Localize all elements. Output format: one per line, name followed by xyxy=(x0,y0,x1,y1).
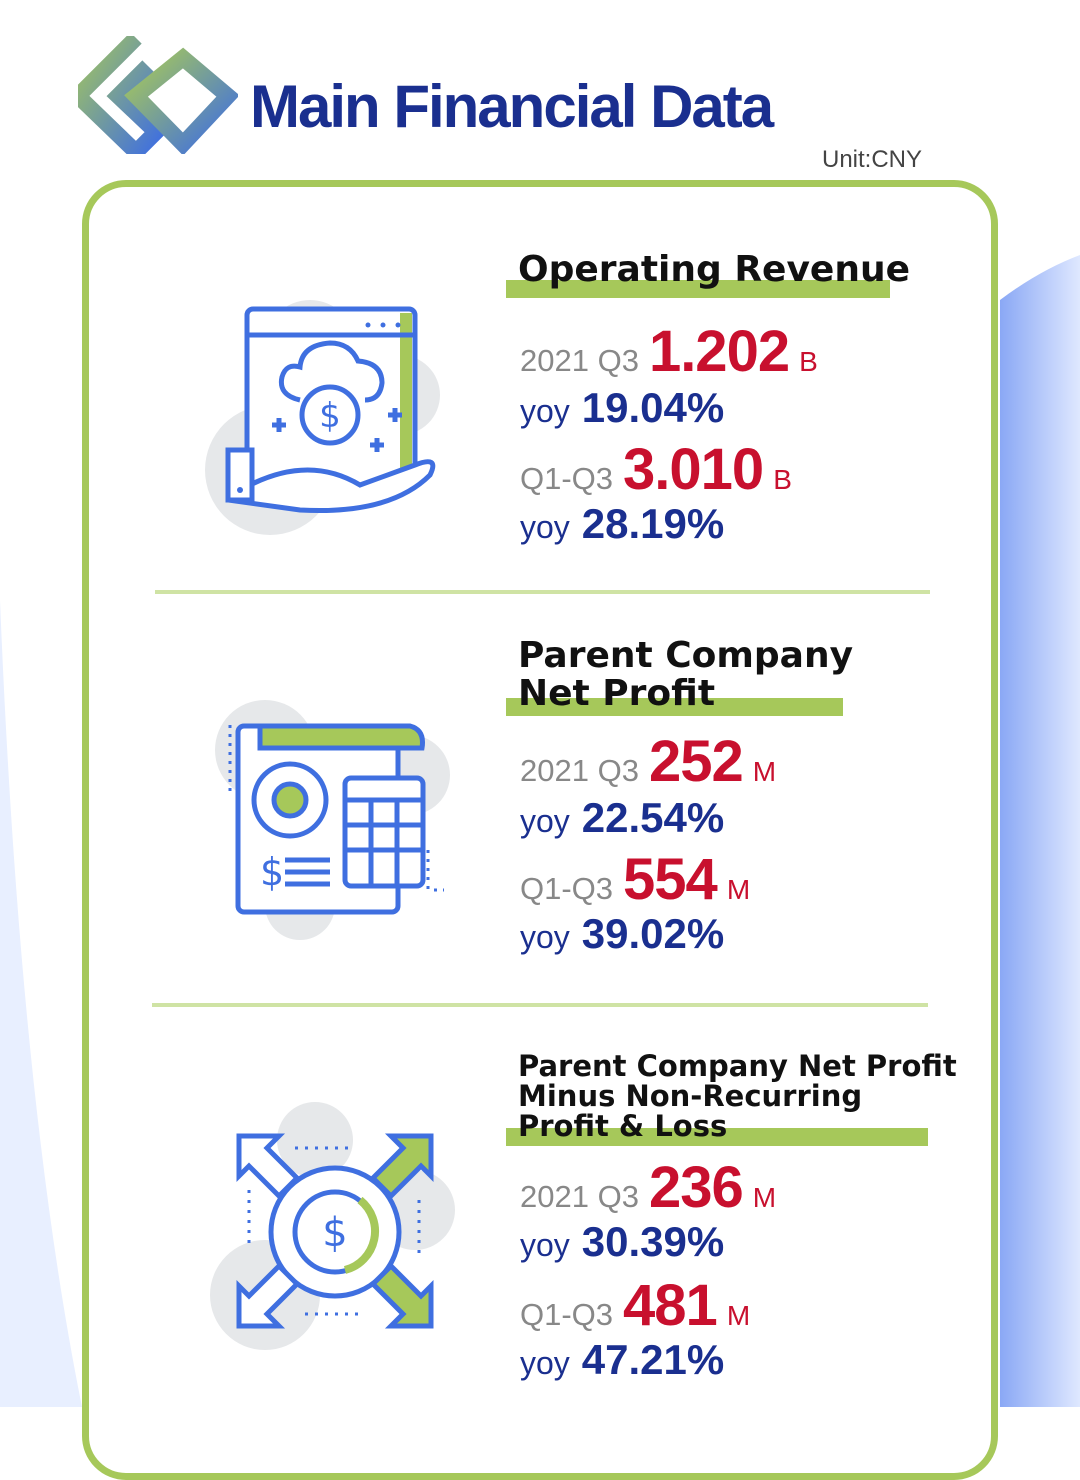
report-calculator-icon: $ xyxy=(215,700,450,940)
yoy-value: 47.21% xyxy=(581,1336,725,1383)
period-label: Q1-Q3 xyxy=(520,1297,614,1332)
svg-text:$: $ xyxy=(260,850,284,894)
page-title: Main Financial Data xyxy=(250,73,774,140)
financial-card xyxy=(82,180,998,1480)
section-title-line-3: Profit & Loss xyxy=(518,1109,728,1143)
unit: M xyxy=(726,1300,751,1331)
q3-value: 1.202 xyxy=(648,319,790,384)
yoy-value: 19.04% xyxy=(581,384,725,431)
svg-text:$: $ xyxy=(319,396,341,436)
yoy-label: yoy xyxy=(520,393,570,429)
yoy-label: yoy xyxy=(520,1345,570,1381)
q3-value: 236 xyxy=(648,1155,744,1220)
section-title: Operating Revenue xyxy=(518,249,911,290)
period-label: 2021 Q3 xyxy=(520,343,639,378)
coin-arrows-icon: $ xyxy=(210,1102,455,1350)
yoy-value: 22.54% xyxy=(581,794,725,841)
ytd-value: 3.010 xyxy=(623,437,764,502)
unit: B xyxy=(773,464,792,495)
heading-underline xyxy=(506,280,890,298)
ytd-value: 554 xyxy=(623,847,718,912)
cloud-money-hand-icon: $ xyxy=(205,300,440,535)
svg-text:$: $ xyxy=(322,1210,347,1256)
period-label: Q1-Q3 xyxy=(520,461,614,496)
ytd-value: 481 xyxy=(623,1273,718,1338)
yoy-label: yoy xyxy=(520,803,570,839)
unit-label: Unit:CNY xyxy=(822,146,923,173)
section-divider xyxy=(155,590,930,594)
heading-underline xyxy=(506,1128,928,1146)
yoy-label: yoy xyxy=(520,1227,570,1263)
period-label: 2021 Q3 xyxy=(520,1179,639,1214)
section-title-line-2: Net Profit xyxy=(518,673,716,714)
q3-value: 252 xyxy=(648,729,744,794)
section-title-line-2: Minus Non-Recurring xyxy=(518,1079,863,1113)
yoy-label: yoy xyxy=(520,919,570,955)
section-title-line-1: Parent Company Net Profit xyxy=(518,1049,957,1083)
section-title-line-1: Parent Company xyxy=(518,635,854,676)
yoy-value: 30.39% xyxy=(581,1218,725,1265)
unit: M xyxy=(752,756,777,787)
unit: M xyxy=(752,1182,777,1213)
unit: M xyxy=(726,874,751,905)
logo-diamonds-icon xyxy=(78,36,238,154)
yoy-value: 39.02% xyxy=(581,910,725,957)
yoy-value: 28.19% xyxy=(581,500,725,547)
section-divider xyxy=(152,1003,928,1007)
period-label: Q1-Q3 xyxy=(520,871,614,906)
period-label: 2021 Q3 xyxy=(520,753,639,788)
background-swoosh xyxy=(0,255,1080,1407)
yoy-label: yoy xyxy=(520,509,570,545)
heading-underline xyxy=(506,698,843,716)
unit: B xyxy=(799,346,818,377)
